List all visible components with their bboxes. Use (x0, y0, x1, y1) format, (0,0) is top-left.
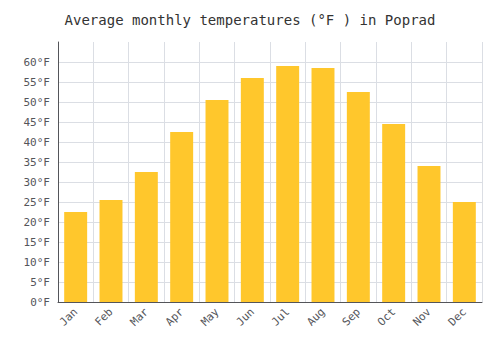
svg-text:20°F: 20°F (24, 216, 51, 229)
svg-text:0°F: 0°F (30, 296, 50, 309)
svg-text:Dec: Dec (446, 305, 469, 328)
svg-text:25°F: 25°F (24, 196, 51, 209)
svg-text:30°F: 30°F (24, 176, 51, 189)
svg-text:40°F: 40°F (24, 136, 51, 149)
svg-text:Nov: Nov (410, 305, 433, 328)
svg-text:Feb: Feb (92, 305, 115, 328)
svg-text:15°F: 15°F (24, 236, 51, 249)
svg-text:45°F: 45°F (24, 116, 51, 129)
svg-text:Sep: Sep (340, 305, 363, 328)
svg-text:Aug: Aug (304, 305, 327, 328)
svg-text:Jun: Jun (234, 305, 257, 328)
svg-text:Mar: Mar (128, 305, 151, 328)
svg-text:55°F: 55°F (24, 76, 51, 89)
svg-text:50°F: 50°F (24, 96, 51, 109)
svg-text:5°F: 5°F (30, 276, 50, 289)
svg-text:Jul: Jul (269, 305, 292, 328)
svg-text:May: May (198, 305, 221, 328)
svg-text:Average monthly temperatures (: Average monthly temperatures (°F ) in Po… (65, 12, 436, 28)
svg-text:60°F: 60°F (24, 56, 51, 69)
svg-text:Apr: Apr (163, 305, 186, 328)
svg-text:Jan: Jan (57, 305, 80, 328)
svg-text:Oct: Oct (375, 305, 398, 328)
svg-text:10°F: 10°F (24, 256, 51, 269)
svg-text:35°F: 35°F (24, 156, 51, 169)
